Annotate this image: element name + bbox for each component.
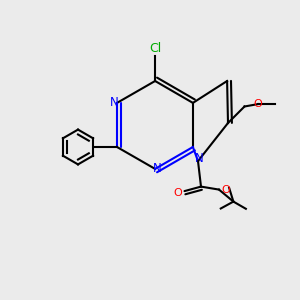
Text: Cl: Cl: [149, 41, 161, 55]
Text: N: N: [195, 152, 204, 165]
Text: O: O: [221, 184, 230, 195]
Text: N: N: [153, 162, 162, 176]
Text: N: N: [110, 96, 119, 110]
Text: O: O: [173, 188, 182, 198]
Text: O: O: [254, 99, 262, 109]
